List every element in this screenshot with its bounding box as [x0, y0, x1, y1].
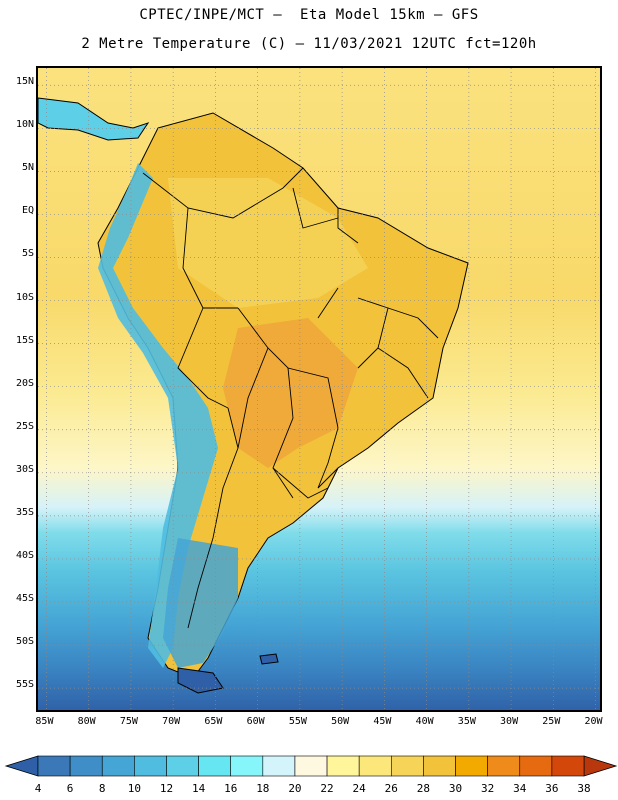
- latitude-tick-label: 30S: [15, 463, 34, 475]
- latitude-tick-label: 25S: [15, 420, 34, 432]
- longitude-tick-label: 40W: [415, 716, 434, 727]
- colorbar-tick-label: 32: [481, 782, 494, 795]
- latitude-tick-label: 45S: [15, 593, 34, 605]
- colorbar-tick-label: 8: [99, 782, 106, 795]
- colorbar-tick-label: 12: [160, 782, 173, 795]
- colorbar-swatch: [551, 755, 585, 777]
- colorbar-swatch: [519, 755, 553, 777]
- country-borders: [142, 167, 439, 629]
- latitude-tick-label: 40S: [15, 549, 34, 561]
- latitude-tick-label: 10S: [15, 291, 34, 303]
- tierra-del-fuego: [177, 667, 224, 694]
- colorbar-swatch: [262, 755, 296, 777]
- colorbar-swatch: [487, 755, 521, 777]
- latitude-tick-label: 15S: [15, 334, 34, 346]
- colorbar-tick-label: 28: [417, 782, 430, 795]
- colorbar-tick-label: 10: [128, 782, 141, 795]
- latitude-tick-label: 5N: [21, 162, 34, 174]
- colorbar-swatch: [69, 755, 103, 777]
- map-panel: [36, 66, 602, 712]
- amazon-zone: [168, 178, 368, 308]
- colorbar-tick-label: 34: [513, 782, 527, 795]
- colorbar: 4 6 8 10 12 14 16 18 20 22 24 26 28 30 32 34 36 38: [4, 755, 618, 795]
- colorbar-max-arrow: [583, 755, 618, 777]
- colorbar-swatch: [294, 755, 328, 777]
- latitude-tick-label: 55S: [15, 679, 34, 691]
- longitude-tick-label: 50W: [331, 716, 350, 727]
- colorbar-swatch: [455, 755, 488, 777]
- colorbar-tick-label: 38: [577, 782, 590, 795]
- longitude-tick-label: 80W: [77, 716, 96, 727]
- latitude-tick-label: 50S: [15, 636, 34, 648]
- longitude-tick-label: 20W: [584, 716, 603, 727]
- longitude-tick-label: 30W: [500, 716, 519, 727]
- colorbar-swatch: [134, 755, 167, 777]
- colorbar-swatch: [358, 755, 392, 777]
- latitude-tick-label: 35S: [15, 506, 34, 518]
- colorbar-tick-label: 26: [385, 782, 398, 795]
- longitude-tick-label: 55W: [288, 716, 307, 727]
- colorbar-min-arrow: [4, 755, 39, 777]
- longitude-tick-label: 75W: [119, 716, 138, 727]
- colorbar-tick-label: 18: [256, 782, 269, 795]
- colorbar-tick-label: 30: [449, 782, 462, 795]
- longitude-tick-label: 65W: [204, 716, 223, 727]
- longitude-tick-label: 35W: [457, 716, 476, 727]
- longitude-tick-label: 70W: [162, 716, 181, 727]
- colorbar-swatch: [166, 755, 199, 777]
- latitude-tick-label: 20S: [15, 377, 34, 389]
- colorbar-tick-label: 14: [192, 782, 206, 795]
- colorbar-swatch: [101, 755, 135, 777]
- colorbar-tick-label: 22: [320, 782, 333, 795]
- latitude-tick-label: 5S: [21, 248, 34, 260]
- patagonia-zone: [163, 538, 238, 668]
- longitude-tick-label: 25W: [542, 716, 561, 727]
- colorbar-swatch: [37, 755, 71, 777]
- colorbar-tick-label: 6: [67, 782, 74, 795]
- colorbar-swatch: [423, 755, 456, 777]
- latitude-tick-label: EQ: [21, 205, 34, 217]
- falkland-islands: [259, 653, 279, 665]
- colorbar-swatch: [390, 755, 424, 777]
- colorbar-tick-label: 20: [288, 782, 301, 795]
- colorbar-swatch: [326, 755, 360, 777]
- latitude-tick-label: 10N: [15, 119, 34, 131]
- latitude-tick-label: 15N: [15, 76, 34, 88]
- longitude-tick-label: 60W: [246, 716, 265, 727]
- colorbar-swatch: [198, 755, 232, 777]
- colorbar-swatch: [230, 755, 264, 777]
- colorbar-tick-label: 24: [353, 782, 367, 795]
- chart-subtitle: 2 Metre Temperature (C) – 11/03/2021 12U…: [81, 36, 537, 52]
- chart-title: CPTEC/INPE/MCT – Eta Model 15km – GFS: [139, 7, 479, 23]
- colorbar-tick-label: 16: [224, 782, 237, 795]
- colorbar-tick-label: 4: [35, 782, 42, 795]
- temperature-map: [38, 68, 600, 710]
- central-america-land: [38, 97, 150, 141]
- longitude-tick-label: 85W: [35, 716, 54, 727]
- longitude-tick-label: 45W: [373, 716, 392, 727]
- colorbar-tick-label: 36: [545, 782, 558, 795]
